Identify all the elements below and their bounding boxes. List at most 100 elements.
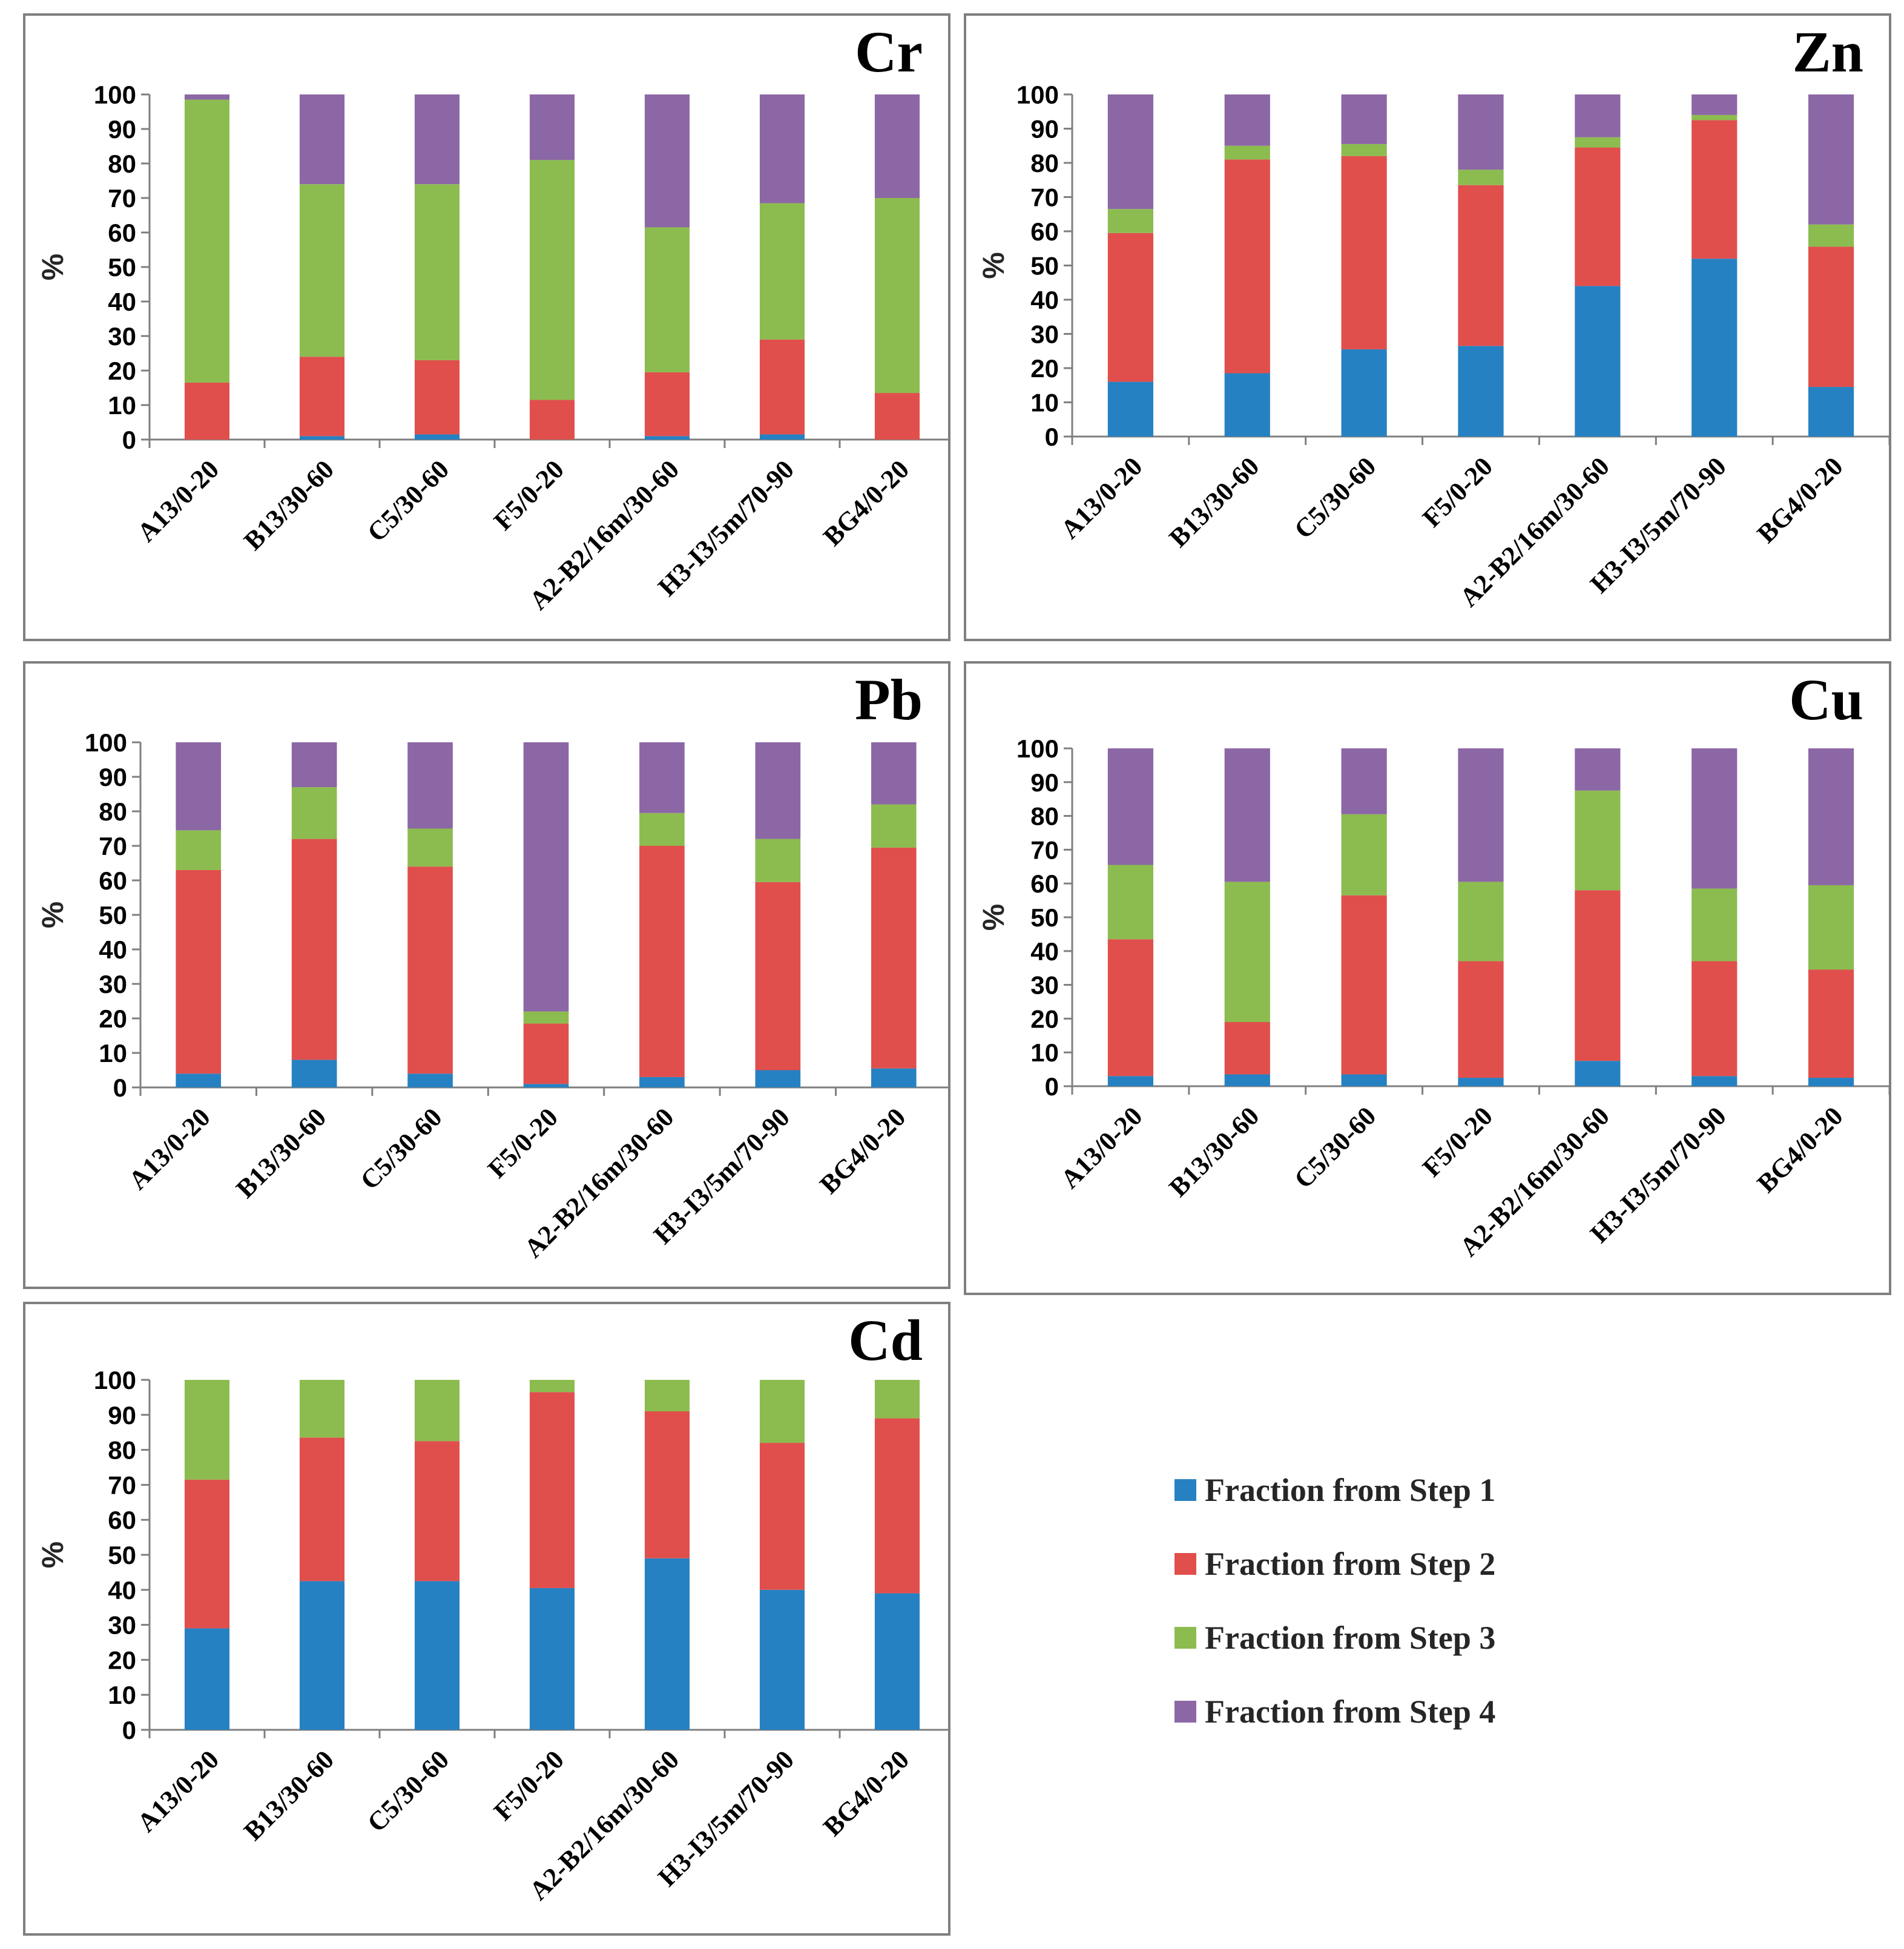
- bar-a2-b2-16m-30-60-step4: [644, 94, 690, 228]
- bar-a2-b2-16m-30-60-step3: [1575, 790, 1621, 891]
- bar-a13-0-20-step1: [1107, 381, 1154, 437]
- bar-h3-i3-5m-70-90-step1: [759, 1589, 805, 1730]
- bar-f5-0-20-step2: [523, 1023, 569, 1084]
- x-tick-label: F5/0-20: [1417, 451, 1498, 533]
- bar-f5-0-20-step4: [523, 742, 569, 1012]
- legend-swatch-step3: [1174, 1627, 1196, 1649]
- chart-svg: Cu% 0 10 20 30 40 50 60 70 80 90 100 A13/0-20 B13/30-…: [977, 667, 1889, 1262]
- y-tick-label: 60: [99, 866, 127, 895]
- bar-h3-i3-5m-70-90-step2: [759, 1443, 805, 1590]
- bar-c5-30-60-step1: [414, 1581, 460, 1730]
- bar-a13-0-20-step3: [184, 1380, 230, 1480]
- y-tick-label: 0: [122, 1716, 136, 1744]
- bar-a13-0-20-step2: [1107, 232, 1154, 382]
- bar-c5-30-60-step4: [414, 94, 460, 185]
- bar-bg4-0-20-step3: [874, 198, 920, 394]
- y-tick-label: 70: [108, 184, 136, 213]
- y-tick-label: 60: [1030, 217, 1059, 246]
- chart-panel-cr: Cr% 0 10 20 30 40 50 60 70 80 90 100 A13/0-20 B13/30-…: [23, 13, 950, 641]
- bar-bg4-0-20-step4: [874, 94, 920, 198]
- bar-a13-0-20-step2: [1107, 939, 1154, 1077]
- y-axis-label: %: [977, 904, 1010, 931]
- bar-f5-0-20-step2: [529, 1392, 575, 1588]
- chart-panel-pb: Pb% 0 10 20 30 40 50 60 70 80 90 100 A13/0-20 B13/30-…: [23, 661, 950, 1289]
- chart-legend: Fraction from Step 1 Fraction from Step …: [1174, 1453, 1719, 1749]
- bar-a13-0-20-step1: [184, 1628, 230, 1730]
- legend-item-step2: Fraction from Step 2: [1174, 1527, 1719, 1601]
- bar-f5-0-20-step3: [529, 1380, 575, 1393]
- bar-a2-b2-16m-30-60-step1: [644, 1558, 690, 1730]
- y-tick-label: 50: [108, 253, 136, 282]
- y-tick-label: 10: [1030, 1038, 1059, 1067]
- bar-c5-30-60-step1: [1341, 349, 1387, 437]
- chart-title: Cu: [1789, 667, 1863, 732]
- bar-a2-b2-16m-30-60-step1: [644, 436, 690, 440]
- bar-bg4-0-20-step4: [871, 742, 917, 805]
- legend-swatch-step4: [1174, 1701, 1196, 1723]
- y-tick-label: 80: [1030, 149, 1059, 177]
- legend-item-step3: Fraction from Step 3: [1174, 1601, 1719, 1675]
- x-tick-label: BG4/0-20: [814, 1102, 912, 1199]
- legend-item-step1: Fraction from Step 1: [1174, 1453, 1719, 1527]
- y-tick-label: 70: [1030, 183, 1059, 212]
- bar-b13-30-60-step1: [1224, 373, 1270, 437]
- bar-a2-b2-16m-30-60-step3: [644, 1380, 690, 1412]
- bar-f5-0-20-step1: [1458, 346, 1504, 437]
- bar-b13-30-60-step2: [299, 357, 345, 437]
- x-tick-label: BG4/0-20: [817, 454, 915, 552]
- y-tick-label: 30: [99, 970, 127, 998]
- y-tick-label: 0: [113, 1073, 127, 1102]
- bar-a13-0-20-step4: [176, 742, 222, 831]
- bar-f5-0-20-step3: [1458, 170, 1504, 185]
- bar-a13-0-20-step2: [176, 869, 222, 1074]
- bar-h3-i3-5m-70-90-step1: [1692, 1076, 1738, 1086]
- bar-b13-30-60-step2: [1224, 159, 1270, 374]
- chart-svg: Cr% 0 10 20 30 40 50 60 70 80 90 100 A13/0-20 B13/30-…: [36, 19, 948, 616]
- x-tick-label: C5/30-60: [1288, 1101, 1382, 1194]
- chart-svg: Zn% 0 10 20 30 40 50 60 70 80 90 100 A13/0-20 B13/30-…: [977, 19, 1889, 613]
- x-tick-label: F5/0-20: [482, 1102, 564, 1184]
- x-tick-label: A13/0-20: [131, 454, 225, 547]
- bar-a13-0-20-step3: [1107, 865, 1154, 940]
- bar-b13-30-60-step2: [299, 1437, 345, 1581]
- bar-a13-0-20-step4: [1107, 748, 1154, 865]
- bar-a2-b2-16m-30-60-step2: [639, 846, 685, 1077]
- y-tick-label: 90: [99, 763, 127, 791]
- legend-label: Fraction from Step 1: [1205, 1472, 1496, 1508]
- y-axis-label: %: [36, 902, 70, 928]
- chart-svg: Pb% 0 10 20 30 40 50 60 70 80 90 100 A13/0-20 B13/30-…: [36, 667, 948, 1264]
- y-tick-label: 90: [1030, 115, 1059, 143]
- y-tick-label: 0: [1045, 1072, 1059, 1101]
- bar-h3-i3-5m-70-90-step2: [1692, 120, 1738, 259]
- bar-h3-i3-5m-70-90-step3: [1692, 888, 1738, 961]
- y-axis-label: %: [36, 1542, 70, 1568]
- bar-c5-30-60-step2: [1341, 156, 1387, 349]
- bar-f5-0-20-step2: [1458, 185, 1504, 346]
- y-tick-label: 80: [108, 150, 136, 178]
- x-tick-label: BG4/0-20: [817, 1744, 915, 1842]
- bar-f5-0-20-step3: [529, 160, 575, 400]
- bar-c5-30-60-step4: [1341, 748, 1387, 814]
- x-tick-label: BG4/0-20: [1751, 451, 1849, 549]
- bar-a13-0-20-step2: [184, 382, 230, 440]
- y-tick-label: 60: [108, 219, 136, 247]
- y-tick-label: 40: [1030, 286, 1059, 314]
- chart-svg: Cd% 0 10 20 30 40 50 60 70 80 90 100 A13/0-20 B13/30-…: [36, 1308, 948, 1906]
- bar-bg4-0-20-step1: [1808, 387, 1854, 437]
- y-tick-label: 70: [1030, 836, 1059, 864]
- y-tick-label: 100: [1016, 81, 1059, 109]
- bar-a13-0-20-step1: [1107, 1076, 1154, 1086]
- bar-a2-b2-16m-30-60-step3: [639, 813, 685, 846]
- bar-f5-0-20-step4: [529, 94, 575, 160]
- bar-b13-30-60-step3: [291, 787, 337, 839]
- y-tick-label: 40: [1030, 937, 1059, 966]
- bar-a2-b2-16m-30-60-step2: [1575, 890, 1621, 1061]
- bar-a13-0-20-step2: [184, 1479, 230, 1629]
- y-tick-label: 0: [122, 426, 136, 454]
- bar-b13-30-60-step2: [1224, 1021, 1270, 1075]
- bar-b13-30-60-step3: [299, 184, 345, 357]
- y-tick-label: 0: [1045, 423, 1059, 451]
- x-tick-label: F5/0-20: [488, 454, 570, 536]
- bar-c5-30-60-step1: [1341, 1074, 1387, 1086]
- bar-bg4-0-20-step4: [1808, 94, 1854, 225]
